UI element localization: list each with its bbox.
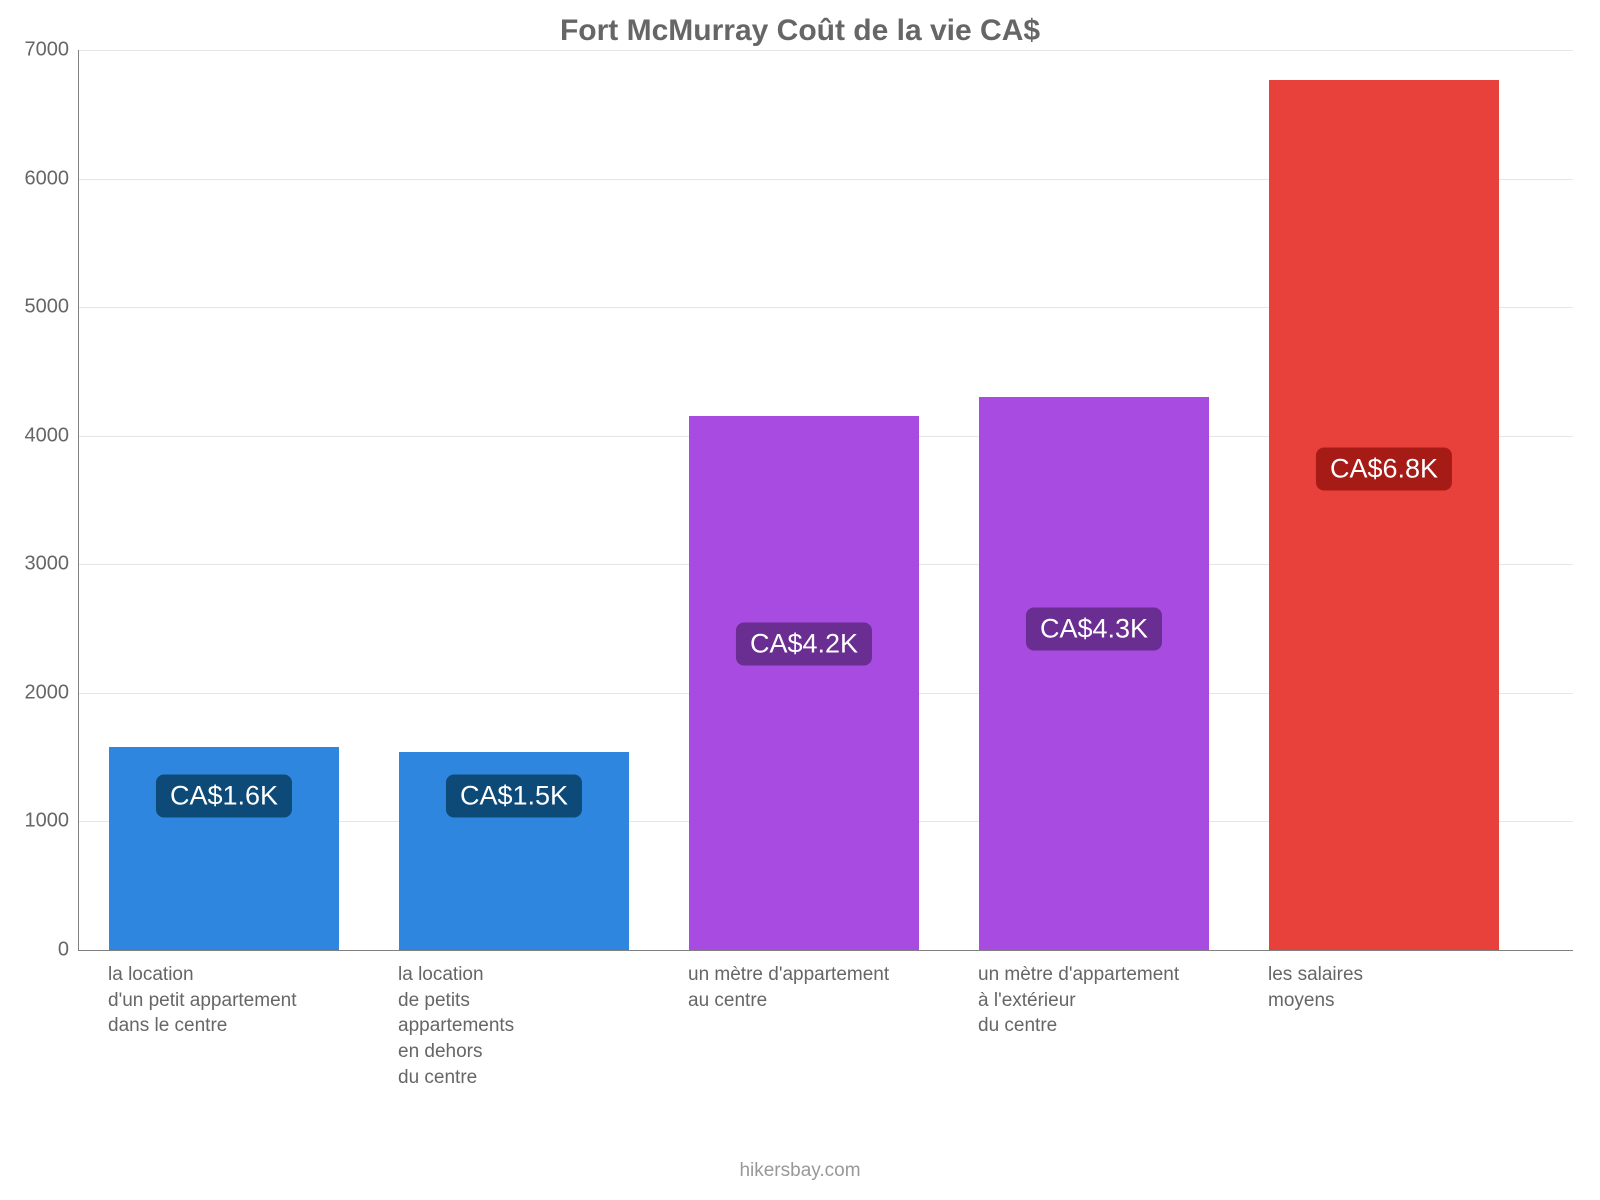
bar	[689, 416, 919, 950]
bar	[979, 397, 1209, 950]
category-label: la location d'un petit appartement dans …	[108, 962, 296, 1039]
y-tick-label: 1000	[25, 810, 80, 833]
y-tick-label: 0	[58, 939, 79, 962]
y-tick-label: 6000	[25, 167, 80, 190]
bar-value-label: CA$1.5K	[446, 774, 582, 817]
bar-value-label: CA$6.8K	[1316, 448, 1452, 491]
y-tick-label: 5000	[25, 296, 80, 319]
category-label: les salaires moyens	[1268, 962, 1363, 1013]
cost-of-living-chart: Fort McMurray Coût de la vie CA$ 0100020…	[0, 0, 1600, 1200]
bar	[1269, 80, 1499, 950]
y-tick-label: 2000	[25, 681, 80, 704]
plot-area: 01000200030004000500060007000CA$1.6KCA$1…	[78, 50, 1573, 951]
category-label: la location de petits appartements en de…	[398, 962, 514, 1090]
y-tick-label: 7000	[25, 39, 80, 62]
y-tick-label: 3000	[25, 553, 80, 576]
category-label: un mètre d'appartement au centre	[688, 962, 889, 1013]
bar-value-label: CA$4.2K	[736, 623, 872, 666]
chart-title: Fort McMurray Coût de la vie CA$	[0, 14, 1600, 48]
bar-value-label: CA$4.3K	[1026, 607, 1162, 650]
bar-value-label: CA$1.6K	[156, 774, 292, 817]
category-label: un mètre d'appartement à l'extérieur du …	[978, 962, 1179, 1039]
attribution-text: hikersbay.com	[0, 1160, 1600, 1182]
y-tick-label: 4000	[25, 424, 80, 447]
gridline	[79, 50, 1573, 51]
